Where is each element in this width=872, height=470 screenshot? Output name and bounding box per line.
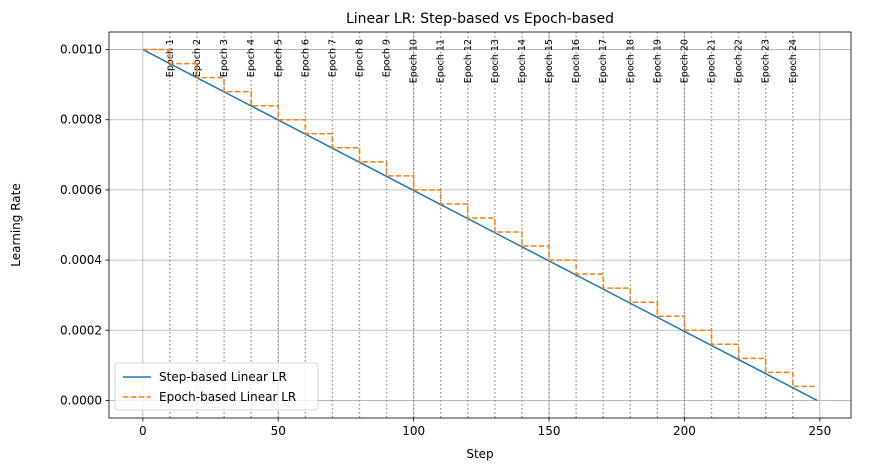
epoch-markers: Epoch 1 Epoch 2 Epoch 3 Epoch 4 Epoch 5 Epoch…	[165, 32, 799, 418]
y-tick-label: 0.0004	[60, 253, 102, 267]
epoch-marker-label: Epoch 18	[625, 39, 636, 83]
epoch-marker-label: Epoch 11	[436, 39, 447, 83]
y-axis-label: Learning Rate	[9, 183, 23, 266]
epoch-marker-label: Epoch 14	[517, 39, 528, 83]
y-tick-label: 0.0010	[60, 43, 102, 57]
epoch-marker-label: Epoch 9	[382, 39, 393, 77]
y-tick-label: 0.0000	[60, 393, 102, 407]
legend-entry: Epoch-based Linear LR	[159, 390, 296, 404]
y-tick-label: 0.0002	[60, 323, 102, 337]
chart-title: Linear LR: Step-based vs Epoch-based	[346, 11, 614, 27]
legend-entry: Step-based Linear LR	[159, 370, 287, 384]
epoch-marker-label: Epoch 19	[652, 39, 663, 83]
x-tick-label: 250	[808, 424, 831, 438]
epoch-marker-label: Epoch 15	[544, 39, 555, 83]
epoch-marker-label: Epoch 7	[327, 39, 338, 77]
y-tick-label: 0.0008	[60, 113, 102, 127]
y-tick-label: 0.0006	[60, 183, 102, 197]
x-tick-label: 50	[271, 424, 286, 438]
epoch-marker-label: Epoch 20	[679, 39, 690, 83]
epoch-marker-label: Epoch 24	[788, 39, 799, 83]
x-tick-label: 200	[673, 424, 696, 438]
epoch-marker-label: Epoch 17	[598, 39, 609, 83]
x-tick-label: 150	[538, 424, 561, 438]
plot-frame	[108, 31, 852, 419]
epoch-based-line	[142, 48, 818, 388]
epoch-marker-label: Epoch 23	[761, 39, 772, 83]
epoch-marker-label: Epoch 22	[734, 39, 745, 83]
epoch-marker-label: Epoch 3	[219, 39, 230, 77]
x-axis-label: Step	[466, 447, 493, 461]
x-tick-label: 0	[139, 424, 147, 438]
x-tick-label: 100	[402, 424, 425, 438]
epoch-marker-label: Epoch 10	[409, 39, 420, 83]
epoch-marker-label: Epoch 2	[192, 39, 203, 77]
epoch-marker-label: Epoch 8	[354, 39, 365, 77]
series	[142, 48, 818, 402]
step-based-line	[142, 48, 818, 402]
epoch-marker-label: Epoch 12	[463, 39, 474, 83]
epoch-marker-label: Epoch 6	[300, 39, 311, 77]
legend-box	[114, 362, 319, 411]
epoch-marker-label: Epoch 16	[571, 39, 582, 83]
epoch-marker-label: Epoch 5	[273, 39, 284, 77]
x-axis: 0 50 100 150 200 250	[139, 418, 831, 438]
epoch-marker-label: Epoch 4	[246, 39, 257, 77]
epoch-marker-label: Epoch 13	[490, 39, 501, 83]
epoch-marker-label: Epoch 21	[707, 39, 718, 83]
legend: Step-based Linear LR Epoch-based Linear L…	[114, 362, 319, 411]
y-axis: 0.0000 0.0002 0.0004 0.0006 0.0008 0.0010	[60, 43, 109, 407]
